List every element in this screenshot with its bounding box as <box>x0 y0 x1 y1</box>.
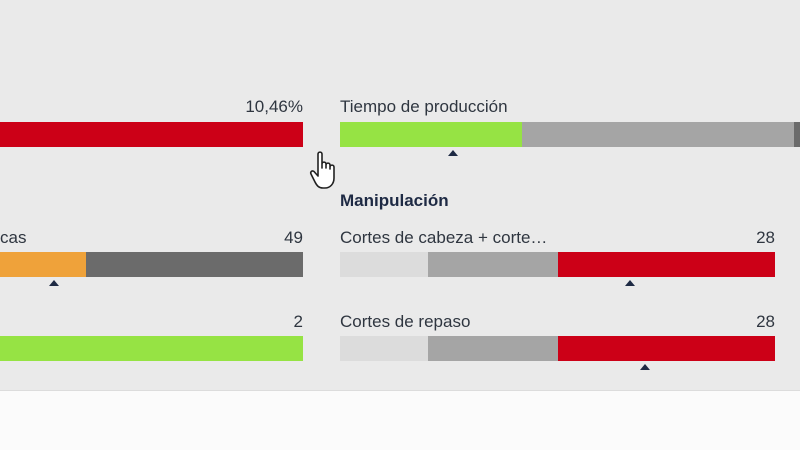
left-row2-value: 49 <box>284 228 303 247</box>
left-row2-bar-gray-segment <box>86 252 303 277</box>
trim-cuts-label: Cortes de repaso <box>340 312 471 331</box>
left-row2-bar <box>0 252 303 277</box>
trim-cuts-bar-gray-segment <box>428 336 558 361</box>
head-cuts-value: 28 <box>756 228 775 247</box>
left-row3-value: 2 <box>293 312 303 331</box>
head-cuts-bar-gray-segment <box>428 252 558 277</box>
trim-cuts-bar-light-segment <box>340 336 428 361</box>
head-cuts-bar-red-segment <box>558 252 775 277</box>
section-title-manipulacion: Manipulación <box>340 191 449 210</box>
production-time-label: Tiempo de producción <box>340 97 508 116</box>
left-row2-marker-icon <box>49 280 59 286</box>
left-row1-bar-red-segment <box>0 122 303 147</box>
trim-cuts-bar-red-segment <box>558 336 775 361</box>
production-bar-green-segment <box>340 122 522 147</box>
trim-cuts-bar <box>340 336 775 361</box>
performance-panel: 10,46% cas 49 2 Tiempo de producción Man… <box>0 0 800 391</box>
left-row1-bar <box>0 122 303 147</box>
head-cuts-label: Cortes de cabeza + corte… <box>340 228 548 247</box>
head-cuts-bar <box>340 252 775 277</box>
left-row3-bar-green-segment <box>0 336 303 361</box>
hand-pointer-cursor-icon <box>309 151 335 189</box>
left-row2-bar-orange-segment <box>0 252 86 277</box>
left-row1-value: 10,46% <box>245 97 303 116</box>
production-bar-dark-segment <box>794 122 800 147</box>
trim-cuts-value: 28 <box>756 312 775 331</box>
left-row2-label: cas <box>0 228 27 247</box>
production-marker-icon <box>448 150 458 156</box>
production-bar-gray-segment <box>522 122 794 147</box>
left-row3-bar <box>0 336 303 361</box>
head-cuts-marker-icon <box>625 280 635 286</box>
head-cuts-bar-light-segment <box>340 252 428 277</box>
production-time-bar <box>340 122 800 147</box>
trim-cuts-marker-icon <box>640 364 650 370</box>
